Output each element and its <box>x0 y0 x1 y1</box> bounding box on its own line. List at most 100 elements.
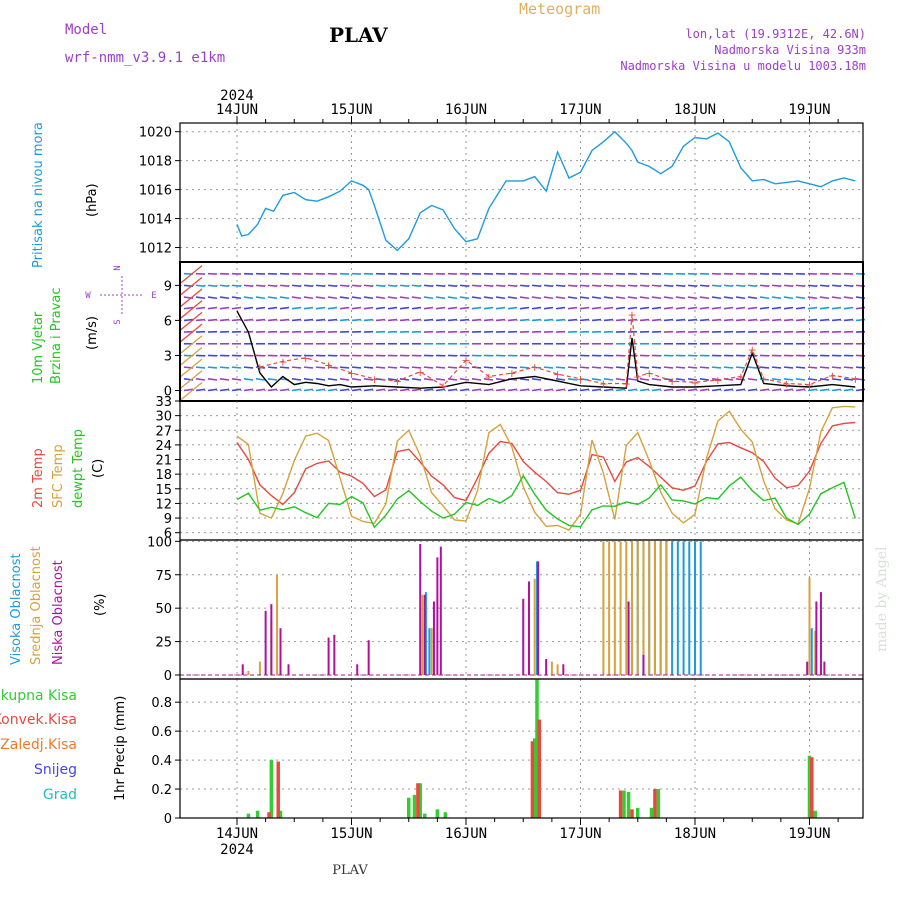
wind-barb <box>555 318 566 322</box>
wind-barb <box>603 306 614 310</box>
wind-barb <box>699 296 710 300</box>
page-title: PLAV <box>329 23 388 47</box>
wind-barb <box>543 388 554 392</box>
bar-total <box>443 812 448 818</box>
bar-mid <box>653 541 656 675</box>
wind-barb <box>219 318 230 322</box>
wind-barb <box>243 306 254 310</box>
bar-low <box>367 640 370 675</box>
x-day-label-top: 14JUN <box>216 102 258 118</box>
wind-barb <box>531 378 542 381</box>
x-day-label-top: 17JUN <box>559 102 601 118</box>
wind-barb <box>459 366 470 369</box>
wind-barb <box>507 296 518 300</box>
wind-barb <box>831 284 842 287</box>
wind-barb <box>543 284 554 287</box>
wind-barb <box>651 284 662 287</box>
wind-barb <box>363 306 374 310</box>
wind-barb <box>555 296 566 300</box>
bar-low <box>527 581 530 675</box>
wind-barb <box>639 318 650 322</box>
bar-mid <box>665 541 668 675</box>
wind-barb <box>423 366 434 369</box>
wind-barb <box>219 296 230 300</box>
wind-barb <box>543 306 554 310</box>
bar-total <box>656 789 661 818</box>
wind-barb <box>507 284 518 287</box>
bar-mid <box>550 661 553 675</box>
wind-barb <box>687 378 698 381</box>
wind-barb <box>387 284 398 287</box>
gust-marker: + <box>851 373 860 386</box>
bar-mid <box>430 628 433 675</box>
wind-barb <box>519 388 530 392</box>
wind-barb <box>315 318 326 322</box>
wind-barb <box>315 284 326 287</box>
wind-barb <box>315 366 326 369</box>
compass-w: W <box>85 291 91 301</box>
wind-barb <box>435 284 446 287</box>
wind-barb <box>495 296 506 300</box>
wind-barb <box>735 366 746 369</box>
bar-high <box>676 541 679 675</box>
wind-barb <box>327 284 338 287</box>
wind-barb <box>399 318 410 322</box>
wind-barb <box>195 284 206 287</box>
bar-total <box>532 738 537 818</box>
wind-barb <box>483 366 494 369</box>
wind-barb <box>255 318 266 322</box>
legend-frozen: Zaledj.Kisa <box>0 737 77 753</box>
wind-barb <box>795 284 806 287</box>
y-tick-label: 6 <box>164 527 172 542</box>
wind-barb <box>435 366 446 369</box>
bar-mid <box>659 541 662 675</box>
wind-barb <box>555 306 566 310</box>
wind-barb <box>699 306 710 310</box>
wind-barb <box>735 388 746 392</box>
bar-high <box>810 628 813 675</box>
gust-marker: + <box>690 376 699 389</box>
wind-barb <box>267 318 278 322</box>
bar-low <box>333 634 336 675</box>
wind-barb <box>375 366 386 369</box>
wind-barb <box>615 296 626 300</box>
wind-barb <box>795 388 806 392</box>
bar-low <box>419 544 422 675</box>
bar-total <box>807 755 812 818</box>
wind-barb <box>327 318 338 322</box>
wind-barb <box>255 296 266 300</box>
bar-convective <box>618 790 623 818</box>
wind-barb <box>795 318 806 322</box>
wind-barb <box>459 318 470 322</box>
wind-barb <box>663 296 674 300</box>
wind-barb <box>435 318 446 322</box>
wind-barb <box>303 284 314 287</box>
wind-barb <box>399 366 410 369</box>
wind-barb <box>603 366 614 369</box>
wind-barb <box>471 306 482 310</box>
temp-units: (C) <box>91 459 106 478</box>
wind-barb <box>267 296 278 300</box>
wind-units: (m/s) <box>85 316 100 350</box>
wind-barb <box>675 388 686 392</box>
wind-barb <box>747 378 758 381</box>
wind-barb <box>567 366 578 369</box>
wind-barb <box>651 388 662 392</box>
wind-barb <box>291 378 302 381</box>
wind-barb <box>423 318 434 322</box>
wind-barb <box>675 378 686 381</box>
wind-barb <box>795 296 806 300</box>
wind-barb <box>411 378 422 381</box>
wind-barb <box>435 378 446 381</box>
y-tick-label: 75 <box>155 569 172 584</box>
wind-barb <box>183 306 194 310</box>
wind-barb <box>843 318 854 322</box>
bar-mid <box>642 541 645 675</box>
gust-marker: + <box>530 361 539 374</box>
wind-barb <box>699 378 710 381</box>
bar-total <box>269 760 274 818</box>
wind-barb <box>179 346 203 366</box>
wind-barb <box>267 366 278 369</box>
wind-barb <box>567 296 578 300</box>
wind-barb <box>627 378 638 381</box>
